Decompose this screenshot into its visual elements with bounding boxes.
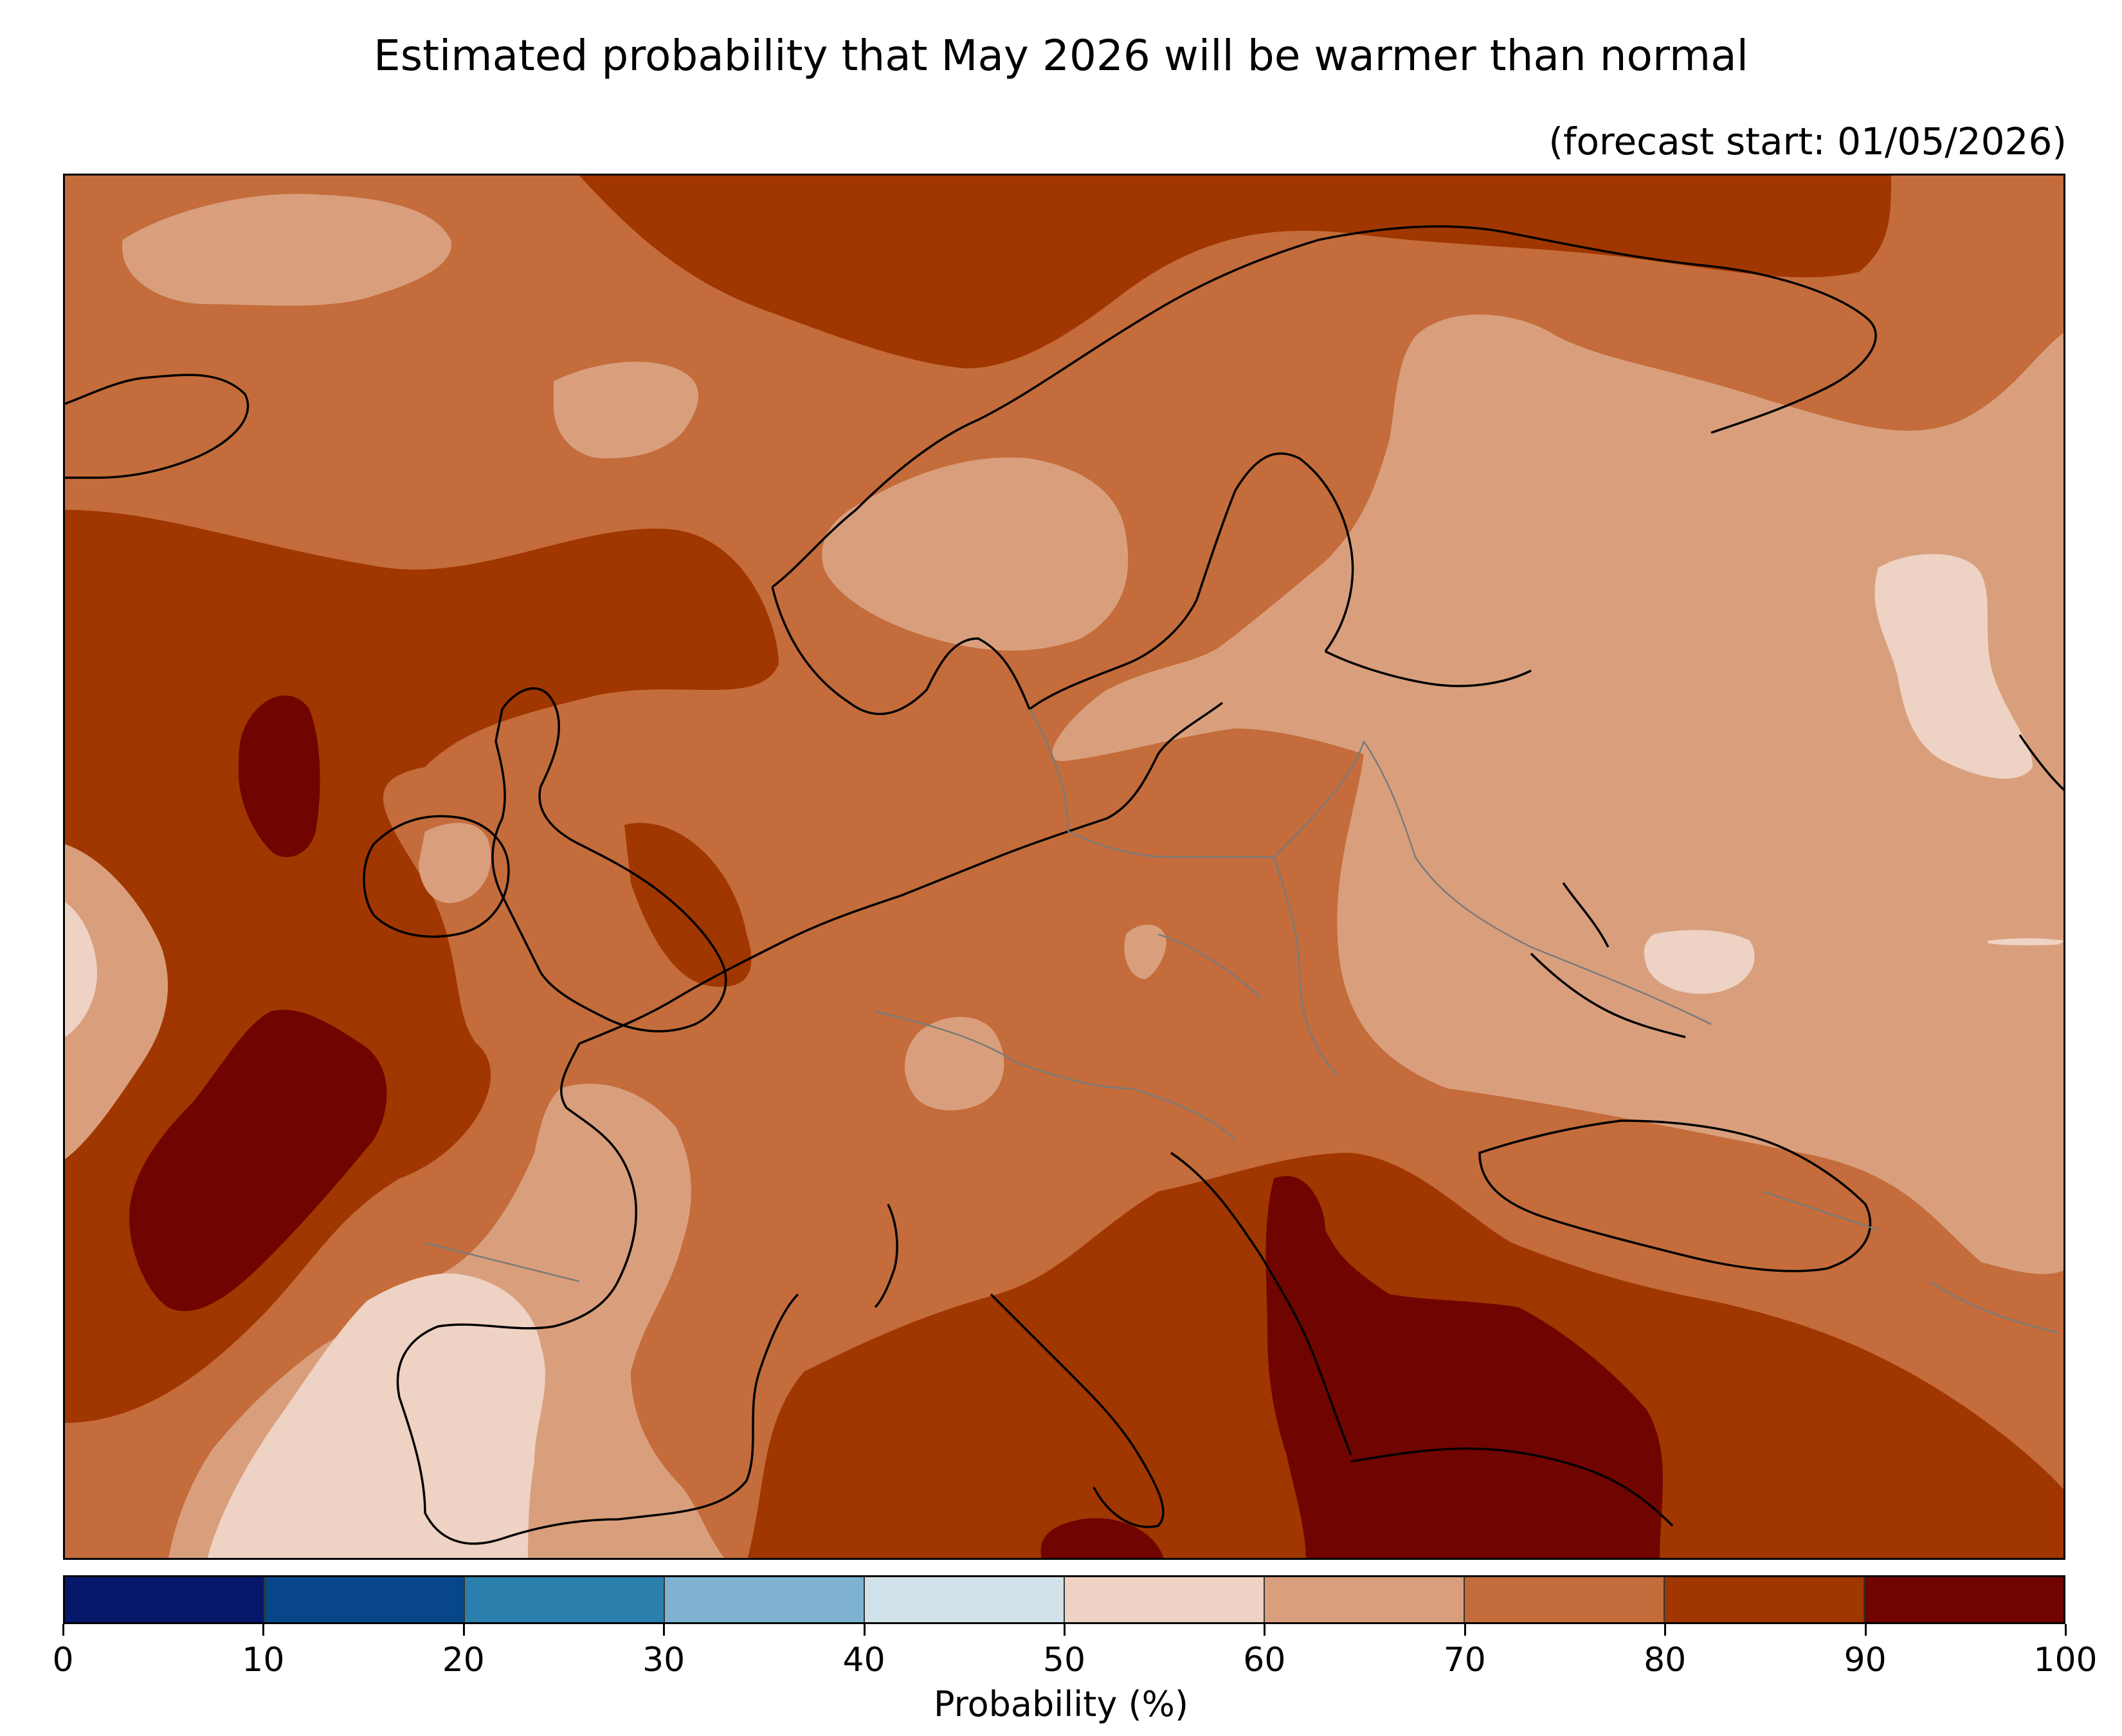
region-england-80-90 bbox=[624, 822, 752, 987]
colorbar-tick-label: 0 bbox=[52, 1641, 74, 1679]
colorbar-tick-label: 30 bbox=[642, 1641, 685, 1679]
map-title: Estimated probability that May 2026 will… bbox=[374, 31, 1748, 80]
region-east-60-70 bbox=[1052, 314, 2063, 1274]
colorbar-segment bbox=[265, 1577, 465, 1622]
probability-map bbox=[63, 174, 2065, 1560]
colorbar-segment bbox=[1065, 1577, 1265, 1622]
region-alps-60-70 bbox=[905, 1017, 1004, 1110]
colorbar-tick-label: 10 bbox=[242, 1641, 285, 1679]
colorbar-segment bbox=[465, 1577, 665, 1622]
forecast-start-label: (forecast start: 01/05/2026) bbox=[1548, 120, 2067, 163]
region-arctic-80-90 bbox=[579, 176, 1891, 368]
region-russia-50-60 bbox=[1874, 554, 2033, 779]
colorbar-segment bbox=[1265, 1577, 1465, 1622]
colorbar-tick-label: 70 bbox=[1443, 1641, 1486, 1679]
colorbar-tick-label: 60 bbox=[1243, 1641, 1286, 1679]
colorbar-segment bbox=[1665, 1577, 1865, 1622]
region-portugal-west-60-70 bbox=[65, 844, 168, 1159]
colorbar-tick bbox=[1264, 1624, 1266, 1636]
region-south-sea-90-100 bbox=[1040, 1518, 1164, 1558]
region-central-europe-60-70 bbox=[1124, 925, 1166, 979]
region-atlantic-iberia-90-100 bbox=[129, 1009, 387, 1312]
colorbar-tick bbox=[1864, 1624, 1867, 1636]
region-ukraine-50-60 bbox=[1644, 930, 1755, 994]
colorbar-tick bbox=[262, 1624, 265, 1636]
colorbar-segment bbox=[665, 1577, 865, 1622]
colorbar-tick bbox=[663, 1624, 666, 1636]
country-borders bbox=[424, 709, 2059, 1334]
colorbar-segment bbox=[1465, 1577, 1665, 1622]
region-norwegian-sea-60-70 bbox=[554, 361, 698, 458]
region-portugal-coast-50-60 bbox=[65, 902, 97, 1037]
colorbar-tick-label: 100 bbox=[2033, 1641, 2098, 1679]
colorbar-segment bbox=[1865, 1577, 2063, 1622]
colorbar bbox=[63, 1575, 2065, 1624]
colorbar-tick bbox=[1664, 1624, 1667, 1636]
colorbar-tick-label: 20 bbox=[442, 1641, 485, 1679]
region-north-atlantic-60-70 bbox=[122, 194, 451, 306]
region-scandinavia-60-70 bbox=[822, 457, 1129, 651]
region-caspian-50-60 bbox=[1988, 938, 2063, 946]
colorbar-tick bbox=[462, 1624, 465, 1636]
colorbar-tick-label: 80 bbox=[1644, 1641, 1687, 1679]
colorbar-ticks bbox=[62, 1624, 2067, 1643]
colorbar-tick bbox=[1064, 1624, 1066, 1636]
colorbar-tick bbox=[2065, 1624, 2067, 1636]
colorbar-segment bbox=[65, 1577, 265, 1622]
colorbar-tick bbox=[62, 1624, 64, 1636]
colorbar-tick-label: 40 bbox=[842, 1641, 885, 1679]
region-iberia-50-60 bbox=[207, 1273, 545, 1558]
coastlines bbox=[65, 225, 2063, 1545]
colorbar-tick bbox=[863, 1624, 866, 1636]
colorbar-label: Probability (%) bbox=[933, 1684, 1189, 1724]
region-atlantic-ireland-90-100 bbox=[239, 695, 320, 857]
colorbar-tick-label: 90 bbox=[1844, 1641, 1887, 1679]
colorbar-tick-label: 50 bbox=[1042, 1641, 1086, 1679]
region-ireland-60-70 bbox=[419, 822, 491, 903]
colorbar-segment bbox=[865, 1577, 1065, 1622]
colorbar-tick bbox=[1464, 1624, 1466, 1636]
